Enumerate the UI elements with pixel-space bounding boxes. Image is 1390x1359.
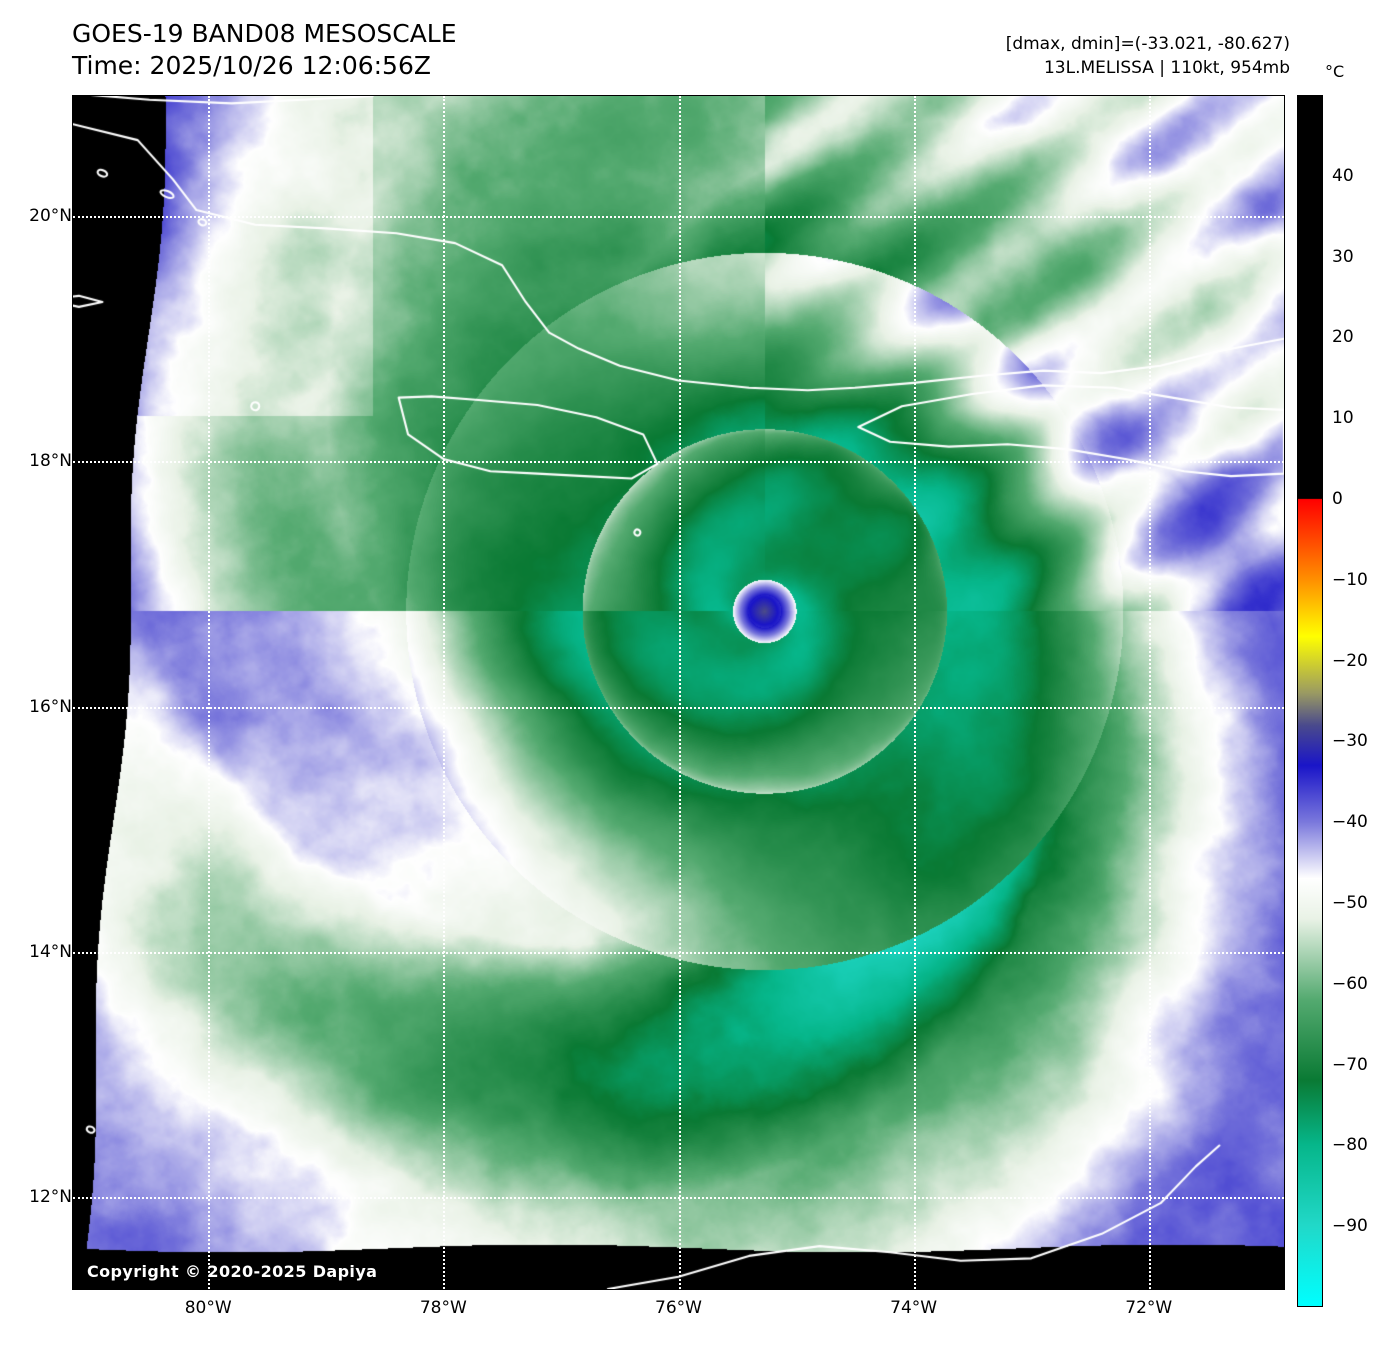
colorbar-unit-label: °C [1325, 62, 1345, 81]
ytick-label-2: 16°N [29, 696, 72, 717]
title-block: GOES-19 BAND08 MESOSCALE Time: 2025/10/2… [72, 18, 457, 82]
colorbar-tick-12: −80 [1332, 1135, 1368, 1156]
ytick-label-0: 20°N [29, 206, 72, 227]
storm-label: 13L.MELISSA | 110kt, 954mb [1043, 58, 1290, 78]
colorbar-tick-8: −40 [1332, 812, 1368, 833]
metadata-block: [dmax, dmin]=(-33.021, -80.627) 13L.MELI… [1006, 32, 1290, 80]
colorbar-tick-4: 0 [1332, 489, 1343, 509]
xtick-label-0: 80°W [184, 1298, 232, 1318]
timestamp: Time: 2025/10/26 12:06:56Z [72, 51, 431, 80]
colorbar-tick-13: −90 [1332, 1216, 1368, 1237]
temperature-colorbar[interactable] [1297, 95, 1323, 1307]
dminmax-label: [dmax, dmin]=(-33.021, -80.627) [1005, 34, 1290, 54]
colorbar-tick-2: 20 [1332, 327, 1354, 348]
xtick-label-4: 72°W [1125, 1298, 1173, 1318]
colorbar-tick-9: −50 [1332, 893, 1368, 913]
xtick-label-3: 74°W [890, 1298, 938, 1318]
satellite-image-plot[interactable]: Copyright © 2020-2025 Dapiya [72, 95, 1285, 1290]
ytick-label-4: 12°N [29, 1187, 72, 1208]
colorbar-tick-7: −30 [1332, 731, 1368, 752]
colorbar-tick-1: 30 [1332, 246, 1354, 267]
ytick-label-3: 14°N [29, 941, 72, 962]
ytick-label-1: 18°N [29, 451, 72, 472]
colorbar-tick-5: −10 [1332, 569, 1368, 590]
colorbar-tick-11: −70 [1332, 1054, 1368, 1075]
xtick-label-2: 76°W [655, 1298, 702, 1318]
colorbar-tick-6: −20 [1332, 650, 1368, 671]
copyright-notice: Copyright © 2020-2025 Dapiya [87, 1262, 378, 1281]
colorbar-tick-10: −60 [1332, 973, 1368, 994]
page-title: GOES-19 BAND08 MESOSCALE [72, 19, 457, 48]
satellite-imagery-canvas [73, 96, 1284, 1289]
colorbar-tick-0: 40 [1332, 165, 1354, 186]
colorbar-tick-3: 10 [1332, 408, 1354, 429]
xtick-label-1: 78°W [419, 1298, 467, 1318]
colorbar-gradient [1298, 96, 1322, 1306]
